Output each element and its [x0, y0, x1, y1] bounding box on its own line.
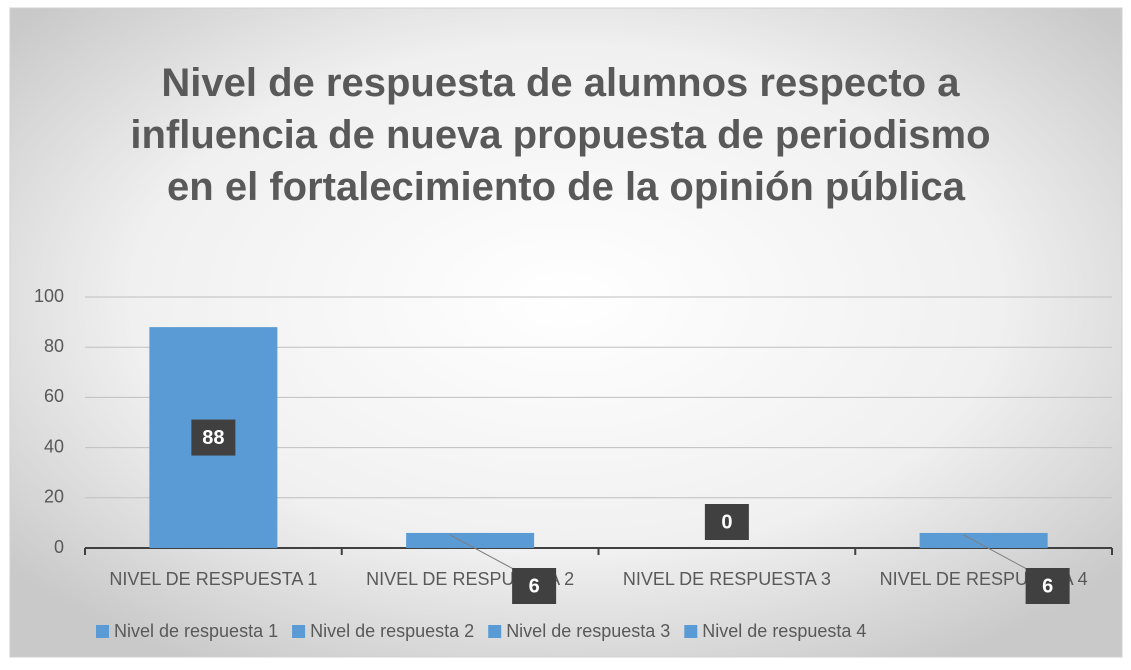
legend-swatch — [684, 625, 697, 638]
legend-swatch — [96, 625, 109, 638]
y-tick-label: 100 — [34, 286, 64, 306]
legend-label: Nivel de respuesta 1 — [114, 621, 278, 641]
x-tick-label: NIVEL DE RESPUESTA 3 — [623, 569, 831, 589]
data-label: 6 — [529, 575, 540, 597]
data-label: 6 — [1042, 575, 1053, 597]
y-tick-label: 80 — [44, 336, 64, 356]
title-line: Nivel de respuesta de alumnos respecto a — [161, 61, 970, 105]
legend-label: Nivel de respuesta 2 — [310, 621, 474, 641]
title-line: influencia de nueva propuesta de periodi… — [130, 113, 1001, 157]
chart-title: Nivel de respuesta de alumnos respecto a… — [130, 61, 1001, 209]
y-tick-label: 20 — [44, 487, 64, 507]
data-label: 0 — [721, 511, 732, 533]
page: Nivel de respuesta de alumnos respecto a… — [0, 0, 1131, 665]
legend-swatch — [292, 625, 305, 638]
y-tick-label: 40 — [44, 436, 64, 456]
title-line: en el fortalecimiento de la opinión públ… — [167, 165, 966, 209]
data-label: 88 — [202, 427, 224, 449]
chart: Nivel de respuesta de alumnos respecto a… — [0, 0, 1131, 665]
legend-label: Nivel de respuesta 4 — [702, 621, 866, 641]
y-tick-label: 0 — [54, 537, 64, 557]
legend-swatch — [488, 625, 501, 638]
legend-label: Nivel de respuesta 3 — [506, 621, 670, 641]
x-tick-label: NIVEL DE RESPUESTA 1 — [109, 569, 317, 589]
y-tick-label: 60 — [44, 386, 64, 406]
